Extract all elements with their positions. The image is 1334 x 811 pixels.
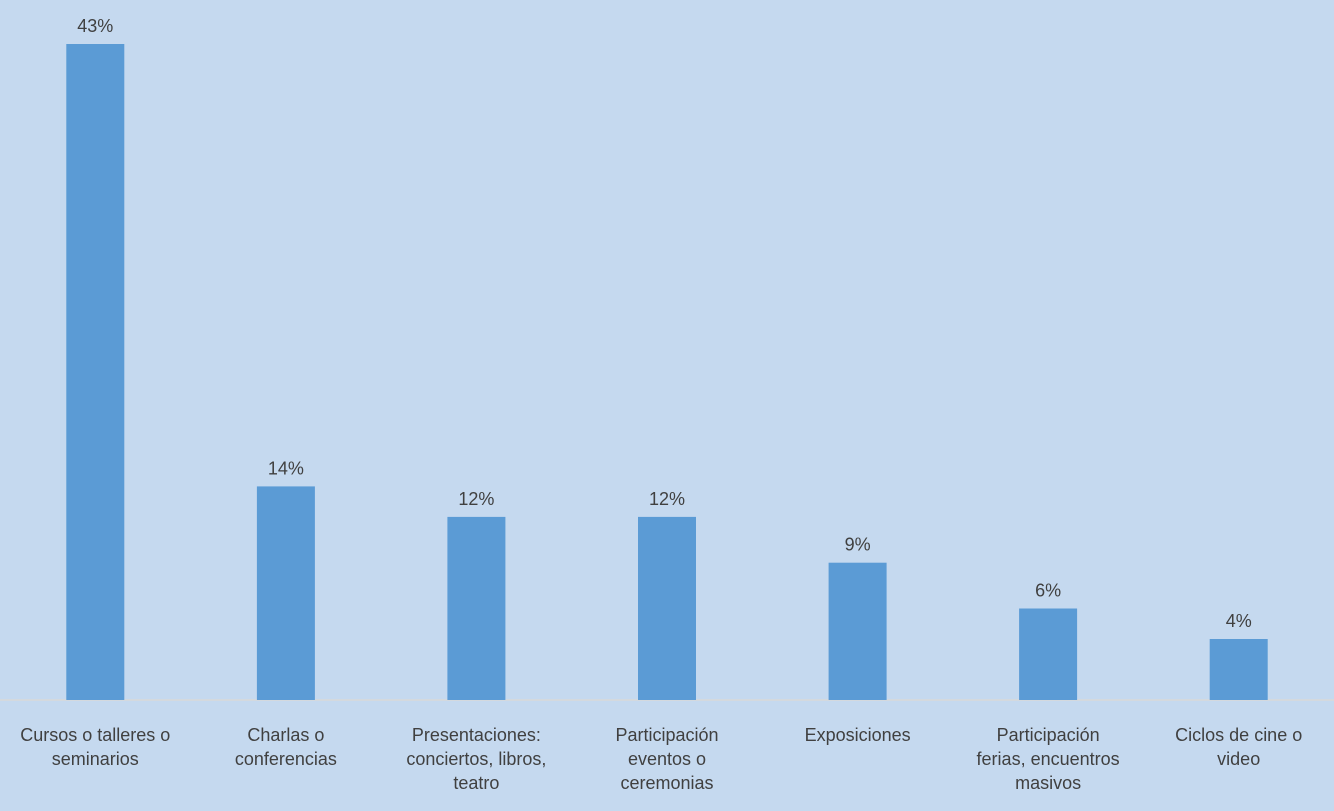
bar-3: [447, 516, 506, 700]
bar-7: [1209, 639, 1268, 700]
bar-4: [638, 516, 696, 700]
category-label-4: Participación eventos o ceremonias: [615, 725, 718, 793]
category-label-line: Ciclos de cine o: [1175, 725, 1302, 745]
value-label-1: 43%: [77, 16, 113, 36]
bar-6: [1019, 608, 1078, 700]
category-label-line: ceremonias: [620, 773, 713, 793]
value-label-3: 12%: [458, 489, 494, 509]
category-label-line: video: [1217, 749, 1260, 769]
category-label-3: Presentaciones: conciertos, libros, teatro: [406, 725, 546, 793]
category-label-2: Charlas o conferencias: [235, 725, 337, 769]
bars-group: [66, 44, 1268, 700]
value-labels-group: 43% 14% 12% 12% 9% 6% 4%: [77, 16, 1251, 631]
bar-5: [828, 562, 887, 700]
category-label-6: Participación ferias, encuentros masivos: [977, 725, 1120, 793]
category-label-line: eventos o: [628, 749, 706, 769]
category-label-line: conferencias: [235, 749, 337, 769]
bar-2: [256, 486, 315, 700]
category-labels-group: Cursos o talleres o seminarios Charlas o co…: [20, 725, 1302, 793]
category-label-line: Participación: [997, 725, 1100, 745]
category-label-line: conciertos, libros,: [406, 749, 546, 769]
category-label-line: Participación: [615, 725, 718, 745]
category-label-line: Charlas o: [247, 725, 324, 745]
value-label-2: 14%: [268, 458, 304, 478]
category-label-line: Exposiciones: [805, 725, 911, 745]
value-label-4: 12%: [649, 489, 685, 509]
value-label-5: 9%: [845, 535, 871, 555]
category-label-line: Cursos o talleres o: [20, 725, 170, 745]
category-label-line: Presentaciones:: [412, 725, 541, 745]
category-label-line: teatro: [453, 773, 499, 793]
category-label-line: seminarios: [52, 749, 139, 769]
category-label-1: Cursos o talleres o seminarios: [20, 725, 170, 769]
category-label-line: ferias, encuentros: [977, 749, 1120, 769]
category-label-7: Ciclos de cine o video: [1175, 725, 1302, 769]
value-label-6: 6%: [1035, 581, 1061, 601]
bar-1: [66, 44, 125, 700]
value-label-7: 4%: [1226, 611, 1252, 631]
category-label-5: Exposiciones: [805, 725, 911, 745]
category-label-line: masivos: [1015, 773, 1081, 793]
